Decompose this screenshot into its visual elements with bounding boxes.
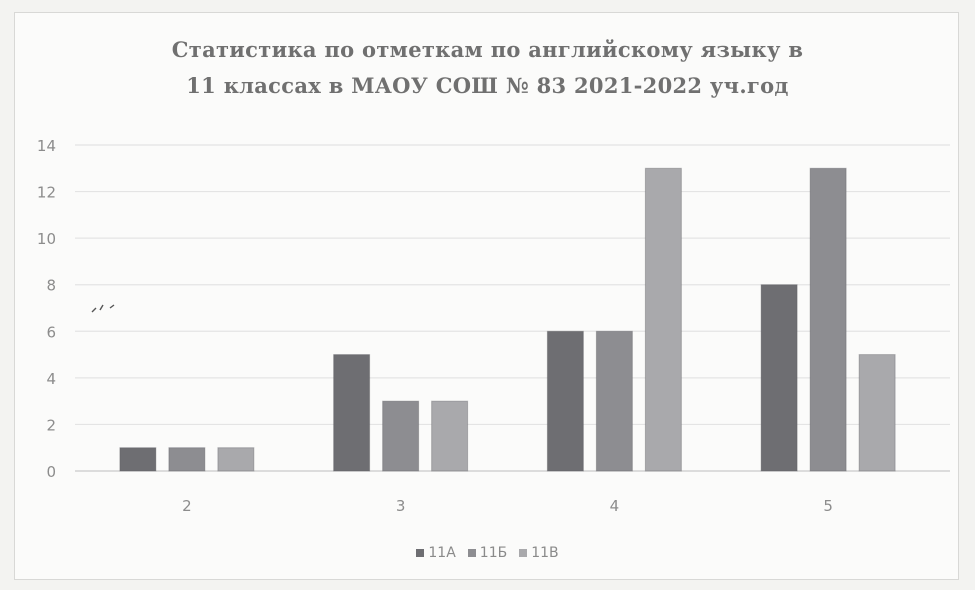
legend-label: 11Б (479, 545, 508, 561)
y-axis-ticks: 0 2 4 6 8 10 12 14 (37, 137, 56, 481)
legend-item: 11Б (467, 545, 508, 561)
bar-11Б-4 (595, 330, 633, 472)
chart-title: Статистика по отметкам по английскому яз… (0, 32, 975, 104)
legend-item: 11В (519, 545, 559, 561)
bar-11В-2 (217, 447, 255, 472)
x-tick-label: 4 (610, 497, 620, 515)
bar-11В-5 (858, 354, 896, 472)
bar-11А-2 (119, 447, 157, 472)
legend-label: 11А (428, 545, 456, 561)
legend-label: 11В (531, 545, 559, 561)
x-tick-label: 3 (396, 497, 406, 515)
bar-11Б-5 (809, 167, 847, 472)
chart-title-line-1: Статистика по отметкам по английскому яз… (171, 37, 804, 62)
gridlines (75, 144, 950, 472)
legend-item: 11А (416, 545, 456, 561)
y-tick-label: 0 (46, 463, 56, 481)
bar-11А-5 (760, 284, 798, 472)
bar-11Б-2 (168, 447, 206, 472)
chart-title-line-2: 11 классах в МАОУ СОШ № 83 2021-2022 уч.… (186, 73, 789, 98)
y-tick-label: 8 (46, 277, 56, 295)
y-tick-label: 10 (37, 230, 56, 248)
y-tick-label: 12 (37, 184, 56, 202)
legend-swatch (519, 549, 528, 557)
legend-swatch (467, 549, 476, 557)
bar-11Б-3 (382, 400, 420, 472)
bar-11А-4 (546, 330, 584, 472)
bar-11В-3 (431, 400, 469, 472)
y-tick-label: 14 (37, 137, 56, 155)
x-tick-label: 5 (823, 497, 833, 515)
stray-pen-marks (91, 304, 115, 313)
bar-11В-4 (644, 167, 682, 472)
legend-swatch (416, 549, 425, 557)
bar-11А-3 (333, 354, 371, 472)
x-axis-ticks: 2 3 4 5 (182, 497, 833, 515)
bars (119, 167, 896, 472)
y-tick-label: 6 (46, 323, 56, 341)
y-tick-label: 4 (46, 370, 56, 388)
x-tick-label: 2 (182, 497, 192, 515)
y-tick-label: 2 (46, 416, 56, 434)
chart-frame (14, 12, 959, 580)
chart-legend: 11А 11Б 11В (0, 545, 975, 561)
